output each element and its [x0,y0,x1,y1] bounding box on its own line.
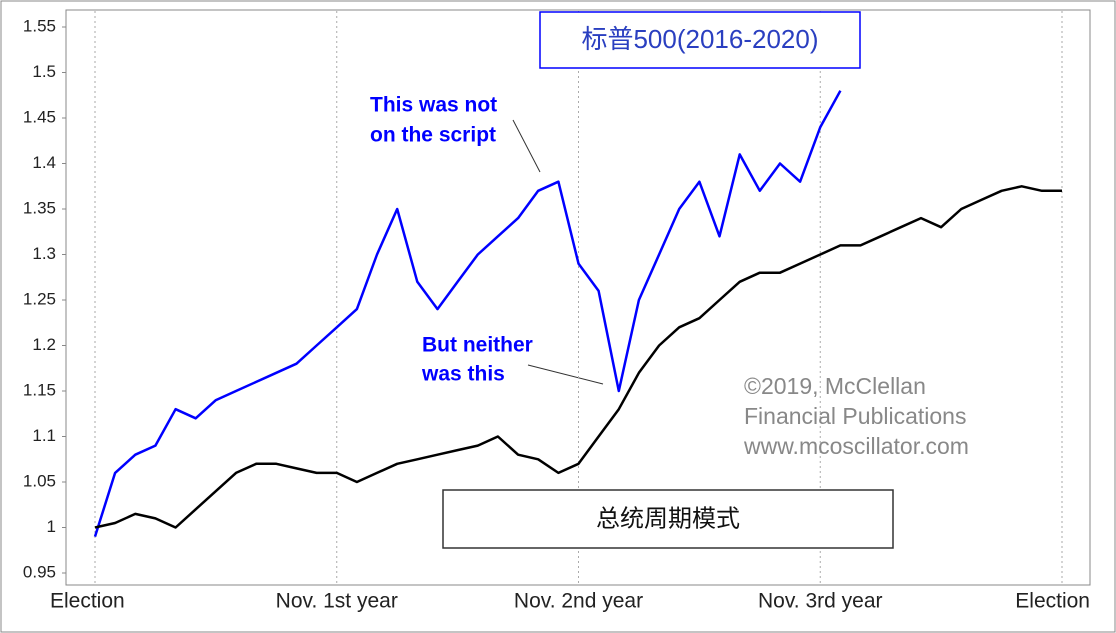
x-tick-label: Nov. 2nd year [514,590,643,613]
annotation: This was not [370,94,497,117]
y-tick-label: 1.45 [23,107,56,126]
y-tick-label: 1 [47,517,56,536]
legend-box [442,489,894,549]
series-line [94,185,1062,529]
x-tick-label: Nov. 1st year [276,590,398,613]
annotation: But neither [422,334,533,357]
annotation: on the script [370,124,496,147]
y-tick-label: 1.25 [23,289,56,308]
pointer [512,119,541,173]
annotation: Financial Publications [744,403,966,429]
legend-label: 总统周期模式 [596,505,740,532]
x-tick-label: Election [1015,590,1090,613]
annotation: ©2019, McClellan [744,373,926,399]
annotation: www.mcoscillator.com [743,433,969,459]
legend-box [539,11,861,69]
y-tick-label: 1.05 [23,471,56,490]
y-tick-label: 1.35 [23,198,56,217]
x-tick-label: Nov. 3rd year [758,590,883,613]
annotation: was this [421,363,505,386]
y-tick-label: 1.55 [23,16,56,35]
y-tick-label: 0.95 [23,562,56,581]
y-tick-label: 1.5 [32,62,56,81]
series-line [93,90,842,537]
y-tick-label: 1.1 [32,426,56,445]
x-tick-label: Election [50,590,125,613]
y-tick-label: 1.3 [32,244,56,263]
y-tick-label: 1.2 [32,335,56,354]
y-tick-label: 1.15 [23,380,56,399]
pointer [527,364,604,385]
legend-label: 标普500(2016-2020) [581,24,818,54]
y-tick-label: 1.4 [32,153,56,172]
